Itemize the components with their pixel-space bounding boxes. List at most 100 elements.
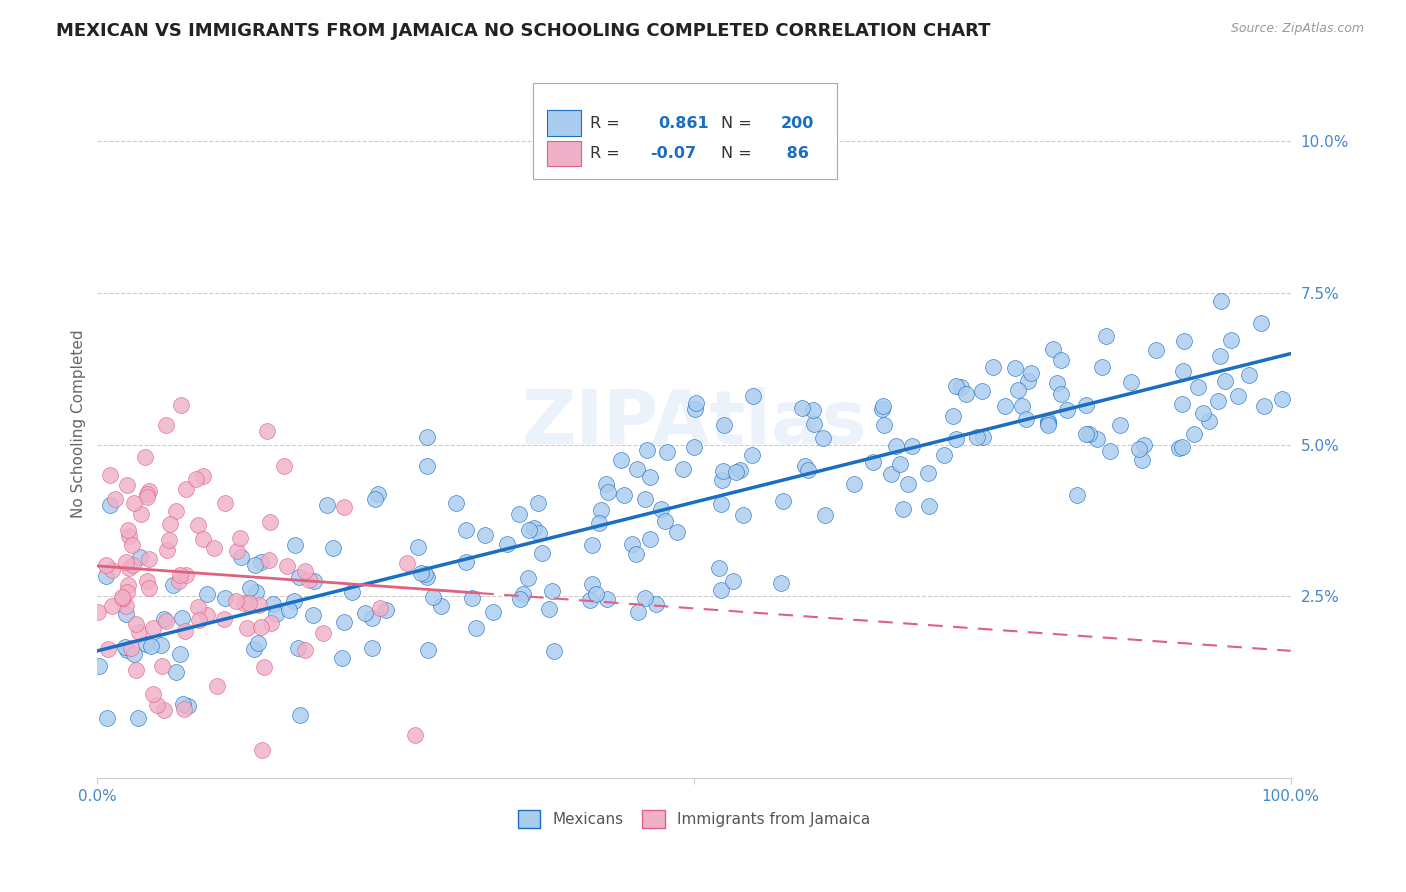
Text: N =: N = [721,146,752,161]
Point [644,597,666,611]
Point [873,417,896,432]
Point [1168,442,1191,456]
Point [1198,414,1220,428]
Point [1095,328,1118,343]
Point [634,591,657,606]
Point [454,555,477,569]
Point [312,626,335,640]
Point [245,585,267,599]
Point [124,616,146,631]
Point [288,570,311,584]
Text: Source: ZipAtlas.com: Source: ZipAtlas.com [1230,22,1364,36]
Point [243,641,266,656]
Point [1171,397,1194,411]
Point [117,524,139,538]
Point [1250,316,1272,330]
Point [197,587,219,601]
Point [225,544,247,558]
Point [1011,400,1033,414]
Point [1036,414,1059,428]
Point [204,541,226,556]
Point [250,743,273,757]
Point [481,605,503,619]
Point [239,581,262,595]
Point [1056,403,1078,417]
Point [225,594,247,608]
Point [496,537,519,551]
Point [101,599,124,613]
Point [710,473,733,487]
Y-axis label: No Schooling Completed: No Schooling Completed [72,329,86,517]
Point [416,458,439,473]
Point [118,560,141,574]
Point [332,615,354,629]
Point [1042,342,1064,356]
Point [152,612,174,626]
Point [316,498,339,512]
Point [94,569,117,583]
Point [294,643,316,657]
Point [129,508,152,522]
Point [250,619,273,633]
Point [474,527,496,541]
Point [214,496,236,510]
Point [283,594,305,608]
Point [862,455,884,469]
Point [117,478,139,492]
Point [1182,426,1205,441]
Text: 200: 200 [782,116,814,130]
Point [87,605,110,619]
Point [811,431,834,445]
Point [264,607,287,621]
Point [138,551,160,566]
Point [135,637,157,651]
Point [609,453,631,467]
Point [111,592,134,607]
Bar [547,111,581,136]
Point [1187,380,1209,394]
Point [523,521,546,535]
Point [165,665,187,679]
Text: ZIPAtlas: ZIPAtlas [522,387,866,460]
Point [260,616,283,631]
Point [117,578,139,592]
Text: N =: N = [721,116,752,130]
Text: R =: R = [591,146,620,161]
Point [1017,374,1039,388]
Point [150,658,173,673]
Point [87,659,110,673]
Point [880,467,903,482]
Point [994,399,1017,413]
Point [844,477,866,491]
Point [581,538,603,552]
Point [624,547,647,561]
Point [253,660,276,674]
Point [413,566,436,581]
Point [527,495,550,509]
Point [596,591,619,606]
Point [942,409,965,423]
Point [231,549,253,564]
Point [541,584,564,599]
Point [444,496,467,510]
Point [229,531,252,545]
Point [127,710,149,724]
Point [1004,361,1026,376]
Point [633,492,655,507]
Point [685,396,707,410]
Point [741,448,763,462]
Point [797,463,820,477]
Point [981,359,1004,374]
Point [396,556,419,570]
Point [733,508,755,522]
Point [111,591,134,605]
Point [294,564,316,578]
Point [970,384,993,399]
Point [165,504,187,518]
Point [155,418,177,433]
Point [516,571,538,585]
Point [139,639,162,653]
Point [134,450,156,465]
Point [122,558,145,572]
Text: -0.07: -0.07 [650,146,696,161]
